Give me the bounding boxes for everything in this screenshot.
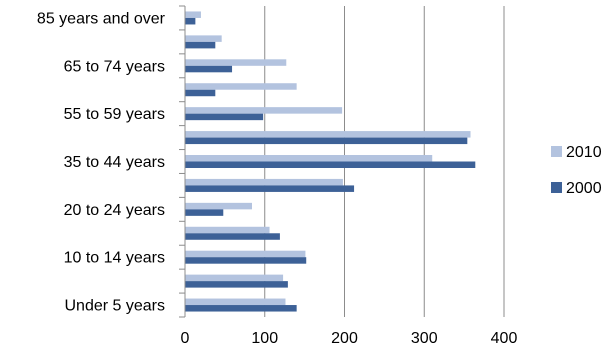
y-tick-label-20-to-24-years: 20 to 24 years <box>64 202 165 219</box>
bar-2010-10-to-14-years <box>185 250 306 258</box>
bar-2000-55-to-59-years <box>185 113 264 121</box>
bar-2000-45-to-54-years <box>185 137 468 145</box>
bar-2010-75-to-84-years <box>185 35 222 42</box>
bar-2010-5-to-9-years <box>185 274 284 282</box>
bar-2010-55-to-59-years <box>185 107 343 114</box>
x-tick-label-0: 0 <box>181 330 190 347</box>
legend-label-2000: 2000 <box>566 180 602 197</box>
bar-2000-20-to-24-years <box>185 209 224 216</box>
bar-2000-75-to-84-years <box>185 41 216 49</box>
y-tick-label-65-to-74-years: 65 to 74 years <box>64 58 165 75</box>
x-axis-labels: 0 100 200 300 400 <box>181 330 518 347</box>
bar-2000-5-to-9-years <box>185 281 288 288</box>
bar-2000-65-to-74-years <box>185 65 233 73</box>
y-tick-label-10-to-14-years: 10 to 14 years <box>64 250 165 267</box>
x-tick-label-200: 200 <box>331 330 358 347</box>
bar-2010-45-to-54-years <box>185 131 471 138</box>
bars <box>185 11 476 312</box>
bar-2010-35-to-44-years <box>185 155 433 162</box>
bar-2000-85-years-and-over <box>185 17 196 25</box>
x-tick-label-100: 100 <box>251 330 278 347</box>
y-tick-label-85-years-and-over: 85 years and over <box>37 10 166 27</box>
y-axis-labels: Under 5 years 10 to 14 years 20 to 24 year… <box>37 10 166 314</box>
bar-2010-85-years-and-over <box>185 11 201 18</box>
axes <box>179 5 186 318</box>
bar-2000-35-to-44-years <box>185 161 476 168</box>
bar-2000-60-to-64-years <box>185 89 216 97</box>
bar-2000-under-5-years <box>185 305 297 312</box>
bar-2010-under-5-years <box>185 298 286 306</box>
legend-swatch-2010 <box>551 146 562 157</box>
y-tick-label-under-5-years: Under 5 years <box>65 298 166 315</box>
x-tick-label-300: 300 <box>411 330 438 347</box>
bar-2010-60-to-64-years <box>185 83 297 90</box>
bar-2000-10-to-14-years <box>185 257 307 264</box>
bar-2000-25-to-34-years <box>185 185 355 192</box>
bar-2010-65-to-74-years <box>185 59 287 66</box>
bar-2010-15-to-19-years <box>185 226 270 234</box>
x-tick-label-400: 400 <box>491 330 518 347</box>
y-tick-label-55-to-59-years: 55 to 59 years <box>64 106 165 123</box>
bar-2010-20-to-24-years <box>185 202 252 210</box>
y-tick-label-35-to-44-years: 35 to 44 years <box>64 154 165 171</box>
legend-swatch-2000 <box>551 182 562 193</box>
bar-2010-25-to-34-years <box>185 178 343 186</box>
legend: 2010 2000 <box>551 144 602 197</box>
legend-label-2010: 2010 <box>566 144 602 161</box>
bar-2000-15-to-19-years <box>185 233 280 240</box>
